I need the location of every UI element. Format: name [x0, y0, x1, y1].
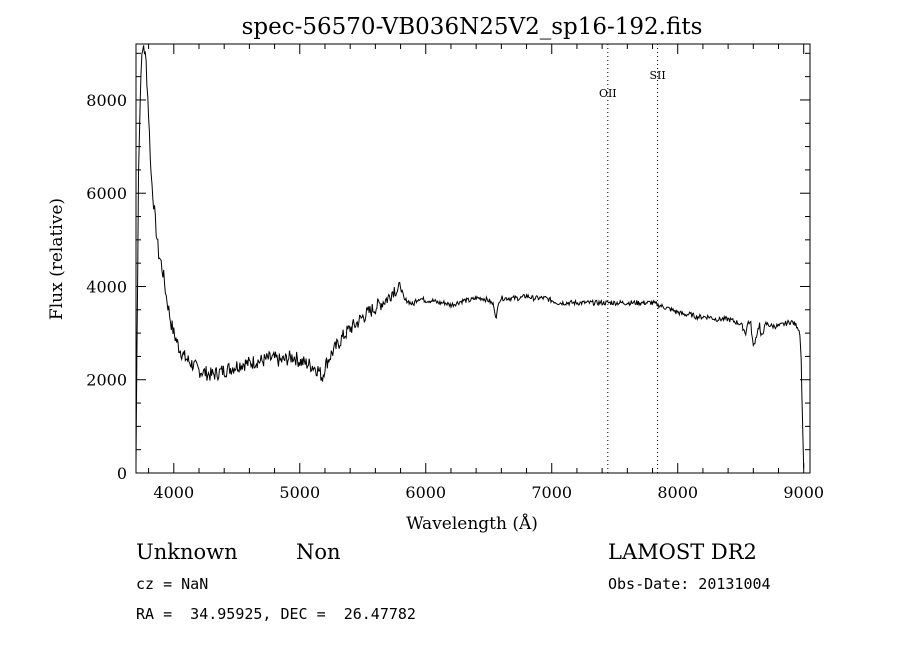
y-tick-label: 0	[117, 464, 127, 483]
x-axis-label: Wavelength (Å)	[406, 513, 538, 534]
coordinates-text: RA = 34.95925, DEC = 26.47782	[136, 605, 416, 623]
axis-ticks: 4000 5000 6000 7000 8000 9000 0 2000 4000 6000 800…	[86, 44, 824, 502]
obs-date: Obs-Date: 20131004	[608, 575, 771, 593]
emission-line-label: OII	[599, 87, 617, 100]
redshift-text: cz = NaN	[136, 575, 209, 593]
spectrum-line	[135, 45, 805, 469]
spectral-class: Unknown	[136, 540, 238, 564]
survey-name: LAMOST DR2	[608, 540, 757, 564]
y-tick-label: 2000	[86, 371, 127, 390]
y-tick-label: 8000	[86, 91, 127, 110]
x-tick-label: 9000	[783, 483, 824, 502]
plot-frame	[135, 43, 811, 474]
chart-title: spec-56570-VB036N25V2_sp16-192.fits	[242, 14, 703, 40]
emission-line-label: SII	[649, 69, 665, 82]
x-tick-label: 8000	[657, 483, 698, 502]
y-tick-label: 4000	[86, 277, 127, 296]
y-tick-label: 6000	[86, 184, 127, 203]
x-tick-label: 7000	[531, 483, 572, 502]
x-tick-label: 5000	[279, 483, 320, 502]
x-tick-label: 6000	[405, 483, 446, 502]
x-tick-label: 4000	[153, 483, 194, 502]
y-axis-label: Flux (relative)	[47, 198, 67, 320]
line-markers: OII SII	[599, 44, 666, 473]
spectral-subclass: Non	[296, 540, 341, 564]
